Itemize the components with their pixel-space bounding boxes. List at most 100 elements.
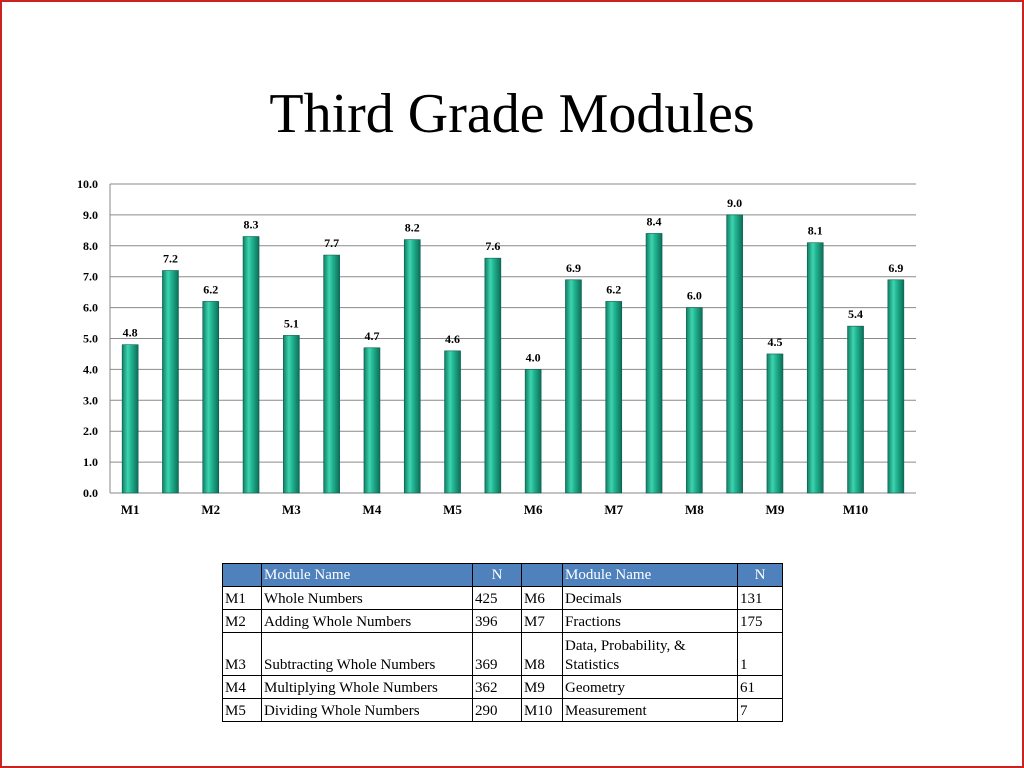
- table-cell: 396: [472, 609, 522, 633]
- data-label: 4.5: [767, 335, 782, 349]
- table-cell: Fractions: [562, 609, 738, 633]
- data-label: 6.9: [566, 261, 581, 275]
- bar: [121, 344, 139, 494]
- table-cell: 369: [472, 632, 522, 676]
- bar: [202, 301, 220, 494]
- table-cell: Geometry: [562, 675, 738, 699]
- header-cell: N: [737, 563, 783, 587]
- x-tick-label: M2: [201, 502, 220, 517]
- table-cell: 61: [737, 675, 783, 699]
- table-cell: 425: [472, 586, 522, 610]
- bar: [484, 257, 502, 494]
- bar: [766, 353, 784, 494]
- module-table: Module Name N Module Name N M1 Whole Num…: [222, 563, 783, 722]
- data-label: 4.7: [364, 329, 379, 343]
- table-cell: M3: [222, 632, 262, 676]
- bar: [162, 270, 179, 494]
- data-label: 6.0: [687, 289, 702, 303]
- bar: [726, 214, 743, 494]
- x-tick-label: M3: [282, 502, 301, 517]
- y-tick-label: 6.0: [83, 301, 98, 315]
- x-tick-label: M7: [604, 502, 623, 517]
- x-tick-label: M1: [121, 502, 140, 517]
- table-row: M5 Dividing Whole Numbers 290 M10 Measur…: [222, 698, 783, 722]
- table-header-row: Module Name N Module Name N: [222, 563, 783, 587]
- table-cell: Decimals: [562, 586, 738, 610]
- bar: [645, 233, 663, 494]
- data-label: 4.0: [526, 350, 541, 364]
- data-label: 7.2: [163, 252, 178, 266]
- table-cell: Dividing Whole Numbers: [261, 698, 473, 722]
- table-row: M3 Subtracting Whole Numbers 369 M8 Data…: [222, 632, 783, 676]
- bar: [403, 239, 421, 494]
- data-label: 6.9: [888, 261, 903, 275]
- table-cell: M6: [521, 586, 563, 610]
- x-tick-label: M4: [363, 502, 382, 517]
- table-row: M2 Adding Whole Numbers 396 M7 Fractions…: [222, 609, 783, 633]
- table-cell: M10: [521, 698, 563, 722]
- bar: [283, 335, 300, 494]
- data-label: 6.2: [203, 282, 218, 296]
- bar: [444, 350, 461, 494]
- x-tick-label: M8: [685, 502, 704, 517]
- x-tick-label: M10: [843, 502, 868, 517]
- header-cell: Module Name: [562, 563, 738, 587]
- y-tick-label: 9.0: [83, 208, 98, 222]
- y-tick-label: 4.0: [83, 362, 98, 376]
- data-label: 6.2: [606, 282, 621, 296]
- x-tick-label: M5: [443, 502, 462, 517]
- slide-title: Third Grade Modules: [269, 83, 755, 145]
- y-tick-label: 7.0: [83, 270, 98, 284]
- table-cell: M2: [222, 609, 262, 633]
- bar: [605, 301, 623, 494]
- bar: [806, 242, 824, 494]
- header-cell: [222, 563, 262, 587]
- data-label: 8.3: [244, 218, 259, 232]
- data-label: 9.0: [727, 196, 742, 210]
- header-cell: N: [472, 563, 522, 587]
- y-tick-label: 3.0: [83, 393, 98, 407]
- table-row: M1 Whole Numbers 425 M6 Decimals 131: [222, 586, 783, 610]
- table-cell: 175: [737, 609, 783, 633]
- data-label: 7.7: [324, 236, 339, 250]
- y-tick-label: 5.0: [83, 332, 98, 346]
- table-cell: Data, Probability, & Statistics: [562, 632, 738, 676]
- x-tick-label: M6: [524, 502, 543, 517]
- data-label: 8.2: [405, 221, 420, 235]
- table-cell: 290: [472, 698, 522, 722]
- table-cell: Measurement: [562, 698, 738, 722]
- table-cell: M7: [521, 609, 563, 633]
- header-cell: Module Name: [261, 563, 473, 587]
- bar-chart: 0.0 1.0 2.0 3.0 4.0 5.0 6.0 7.0 8.0 9.0 10.0 4.8 7.2…: [77, 177, 916, 517]
- table-cell: 131: [737, 586, 783, 610]
- table-cell: M8: [521, 632, 563, 676]
- bar: [887, 279, 905, 494]
- bar: [242, 236, 260, 494]
- table-cell: Subtracting Whole Numbers: [261, 632, 473, 676]
- y-tick-label: 1.0: [83, 455, 98, 469]
- table-cell: 7: [737, 698, 783, 722]
- table-cell: M9: [521, 675, 563, 699]
- table-row: M4 Multiplying Whole Numbers 362 M9 Geom…: [222, 675, 783, 699]
- bar: [565, 279, 582, 494]
- bar: [847, 325, 864, 494]
- y-tick-label: 2.0: [83, 424, 98, 438]
- bar: [323, 254, 340, 494]
- data-label: 4.6: [445, 332, 460, 346]
- table-cell: Adding Whole Numbers: [261, 609, 473, 633]
- data-label: 5.1: [284, 316, 299, 330]
- table-cell: 362: [472, 675, 522, 699]
- bar: [363, 347, 381, 494]
- y-tick-label: 0.0: [83, 486, 98, 500]
- table-cell: 1: [737, 632, 783, 676]
- data-label: 8.4: [647, 214, 662, 228]
- table-cell: M4: [222, 675, 262, 699]
- table-cell: M5: [222, 698, 262, 722]
- table-cell: Multiplying Whole Numbers: [261, 675, 473, 699]
- data-label: 5.4: [848, 307, 863, 321]
- y-tick-label: 10.0: [77, 177, 98, 191]
- y-tick-label: 8.0: [83, 239, 98, 253]
- header-cell: [521, 563, 563, 587]
- table-cell: M1: [222, 586, 262, 610]
